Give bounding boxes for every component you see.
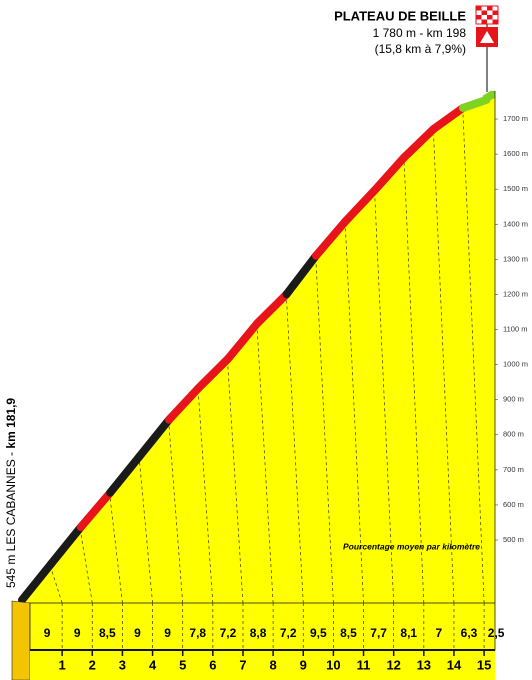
gradient-label: 8,1 xyxy=(400,626,417,640)
x-tick-label: 6 xyxy=(209,657,216,672)
profile-segment xyxy=(429,103,467,133)
gradient-label: 8,5 xyxy=(99,626,116,640)
gradient-label: 9 xyxy=(164,626,171,640)
profile-segment xyxy=(223,319,262,364)
km-strip xyxy=(30,650,495,680)
x-tick-label: 2 xyxy=(89,657,96,672)
y-tick-label: 1000 m xyxy=(503,360,528,369)
y-tick-label: 1700 m xyxy=(503,114,528,123)
gradient-label: 9,5 xyxy=(310,626,327,640)
annotation: Pourcentage moyen par kilomètre xyxy=(343,541,480,551)
title: PLATEAU DE BEILLE xyxy=(334,8,466,23)
x-tick-label: 4 xyxy=(149,657,157,672)
gradient-label: 8,5 xyxy=(340,626,357,640)
y-tick-label: 1600 m xyxy=(503,149,528,158)
grid-line xyxy=(345,227,364,604)
y-tick-label: 1100 m xyxy=(503,325,527,334)
profile-segment xyxy=(18,559,56,604)
gradient-label: 9 xyxy=(44,626,51,640)
profile-segment xyxy=(312,217,350,260)
x-tick-label: 15 xyxy=(477,657,491,672)
gradient-label: 8,8 xyxy=(250,626,267,640)
x-tick-label: 9 xyxy=(300,657,307,672)
x-tick-label: 10 xyxy=(326,657,340,672)
gradient-label: 9 xyxy=(74,626,81,640)
gradient-label: 9 xyxy=(134,626,141,640)
profile-segment xyxy=(165,384,203,424)
profile-segment xyxy=(135,415,173,461)
y-tick-label: 1200 m xyxy=(503,289,528,298)
y-tick-label: 500 m xyxy=(503,535,524,544)
y-tick-label: 1300 m xyxy=(503,254,528,263)
x-tick-label: 1 xyxy=(59,657,66,672)
start-km: km 181,9 xyxy=(4,398,18,449)
gradient-label: 7 xyxy=(436,626,443,640)
profile-segment xyxy=(459,95,491,112)
y-tick-label: 900 m xyxy=(503,395,524,404)
gradient-label: 2,5 xyxy=(488,626,505,640)
y-tick-label: 700 m xyxy=(503,465,524,474)
start-label: 545 m LES CABANNES - km 181,9 xyxy=(4,398,18,588)
gradient-label: 6,3 xyxy=(461,626,478,640)
profile-segment xyxy=(341,186,379,226)
x-tick-label: 14 xyxy=(447,657,462,672)
y-tick-label: 1500 m xyxy=(503,184,528,193)
x-tick-label: 13 xyxy=(417,657,431,672)
grid-line xyxy=(315,261,334,604)
grid-line xyxy=(256,329,274,604)
gradient-label: 7,7 xyxy=(370,626,387,640)
x-tick-label: 5 xyxy=(179,657,186,672)
profile-segment xyxy=(400,124,438,162)
profile-segment xyxy=(106,452,144,497)
grid-line xyxy=(227,365,244,604)
grid-line xyxy=(433,134,455,604)
x-tick-label: 12 xyxy=(386,657,400,672)
profile-segment xyxy=(370,153,409,195)
profile-segment xyxy=(253,290,291,328)
y-tick-label: 600 m xyxy=(503,500,524,509)
grid-line xyxy=(403,163,425,604)
y-tick-label: 1400 m xyxy=(503,219,528,228)
profile-segment xyxy=(194,355,232,393)
x-tick-label: 7 xyxy=(239,657,246,672)
x-tick-label: 8 xyxy=(270,657,277,672)
gradient-label: 7,8 xyxy=(189,626,206,640)
start-place: 545 m LES CABANNES - xyxy=(4,449,18,588)
gradient-label: 7,2 xyxy=(280,626,297,640)
profile-segment xyxy=(47,523,85,568)
x-tick-label: 3 xyxy=(119,657,126,672)
gradient-label: 7,2 xyxy=(220,626,237,640)
grid-line xyxy=(198,394,214,604)
flag-icon xyxy=(475,5,499,92)
left-side xyxy=(11,600,31,680)
profile-segment xyxy=(282,251,320,299)
grid-line xyxy=(374,196,395,604)
y-tick-label: 800 m xyxy=(503,430,524,439)
x-tick-label: 11 xyxy=(357,657,371,672)
note: (15,8 km à 7,9%) xyxy=(375,42,466,56)
subtitle: 1 780 m - km 198 xyxy=(373,26,467,40)
profile-segment xyxy=(76,488,115,532)
front-face xyxy=(29,602,496,651)
grid-line xyxy=(286,300,304,604)
